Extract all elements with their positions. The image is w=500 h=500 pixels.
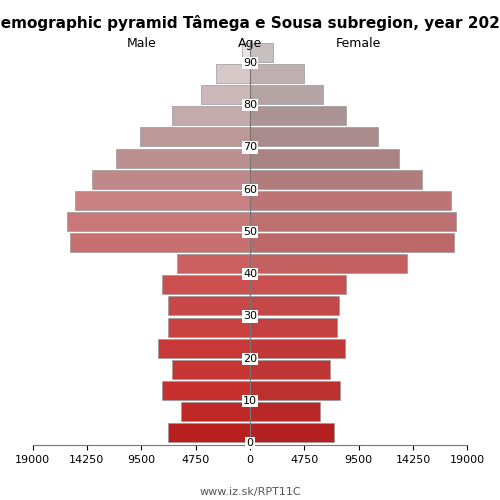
Text: 70: 70 (243, 142, 257, 152)
Bar (250, 254, 407, 273)
Bar (172, 360, 250, 379)
Bar (250, 233, 454, 252)
Text: Age: Age (238, 38, 262, 51)
Text: Male: Male (126, 38, 156, 51)
Bar (250, 191, 452, 210)
Bar (250, 338, 345, 357)
Text: www.iz.sk/RPT11C: www.iz.sk/RPT11C (199, 487, 301, 497)
Bar (116, 148, 250, 168)
Bar (177, 254, 250, 273)
Bar (140, 128, 250, 146)
Text: 50: 50 (243, 227, 257, 237)
Text: Female: Female (336, 38, 382, 51)
Text: 30: 30 (243, 312, 257, 322)
Bar (216, 64, 250, 83)
Bar (250, 64, 304, 83)
Bar (70, 233, 250, 252)
Bar (250, 381, 340, 400)
Bar (250, 360, 330, 379)
Bar (242, 43, 250, 62)
Text: 80: 80 (243, 100, 257, 110)
Bar (182, 402, 250, 421)
Text: 60: 60 (243, 184, 257, 194)
Bar (168, 423, 250, 442)
Bar (250, 212, 456, 231)
Bar (162, 276, 250, 294)
Bar (172, 106, 250, 126)
Bar (250, 85, 323, 104)
Bar (250, 402, 320, 421)
Bar (67, 212, 250, 231)
Bar (168, 296, 250, 316)
Bar (250, 128, 378, 146)
Bar (250, 318, 337, 336)
Title: demographic pyramid Tâmega e Sousa subregion, year 2022: demographic pyramid Tâmega e Sousa subre… (0, 15, 500, 31)
Bar (162, 381, 250, 400)
Bar (75, 191, 250, 210)
Text: 40: 40 (243, 269, 257, 279)
Bar (92, 170, 250, 188)
Bar (201, 85, 250, 104)
Bar (250, 423, 334, 442)
Text: 90: 90 (243, 58, 257, 68)
Text: 20: 20 (243, 354, 257, 364)
Bar (250, 43, 273, 62)
Bar (250, 106, 346, 126)
Bar (250, 170, 422, 188)
Text: 10: 10 (243, 396, 257, 406)
Bar (250, 276, 346, 294)
Bar (158, 338, 250, 357)
Bar (168, 318, 250, 336)
Bar (250, 296, 340, 316)
Bar (250, 148, 399, 168)
Text: 0: 0 (246, 438, 254, 448)
